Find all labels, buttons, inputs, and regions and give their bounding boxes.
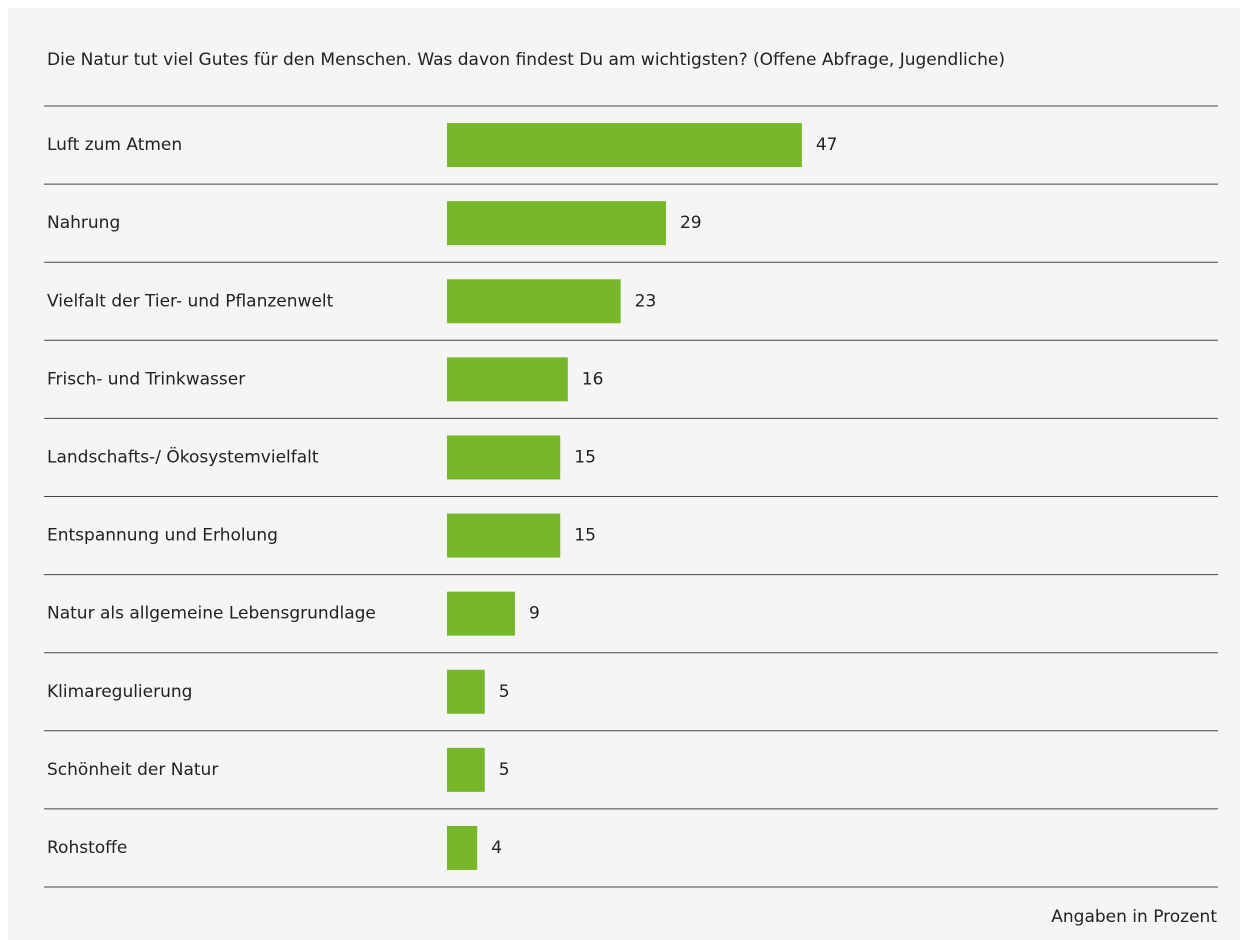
category-label: Luft zum Atmen	[47, 135, 182, 155]
bar	[447, 357, 568, 402]
value-label: 15	[574, 526, 596, 546]
category-label: Nahrung	[47, 213, 120, 233]
note: Angaben in Prozent	[1051, 907, 1217, 927]
value-label: 16	[582, 369, 604, 389]
bar	[447, 279, 621, 324]
bar	[447, 669, 485, 714]
bar	[447, 513, 561, 558]
category-label: Natur als allgemeine Lebensgrundlage	[47, 604, 376, 624]
bar	[447, 591, 515, 636]
chart-title: Die Natur tut viel Gutes für den Mensche…	[47, 50, 1005, 70]
category-label: Frisch- und Trinkwasser	[47, 369, 245, 389]
value-label: 47	[816, 135, 838, 155]
value-label: 5	[499, 760, 510, 780]
value-label: 9	[529, 604, 540, 624]
value-label: 29	[680, 213, 702, 233]
category-label: Vielfalt der Tier- und Pflanzenwelt	[47, 291, 334, 311]
bar	[447, 435, 561, 480]
bar	[447, 123, 802, 168]
category-label: Entspannung und Erholung	[47, 526, 278, 546]
value-label: 15	[574, 447, 596, 467]
category-label: Rohstoffe	[47, 838, 127, 858]
category-label: Schönheit der Natur	[47, 760, 218, 780]
bar	[447, 747, 485, 792]
value-label: 4	[491, 838, 502, 858]
value-label: 5	[499, 682, 510, 702]
category-label: Klimaregulierung	[47, 682, 192, 702]
bar	[447, 201, 666, 246]
category-label: Landschafts-/ Ökosystemvielfalt	[47, 445, 319, 467]
value-label: 23	[635, 291, 657, 311]
bar	[447, 825, 478, 870]
